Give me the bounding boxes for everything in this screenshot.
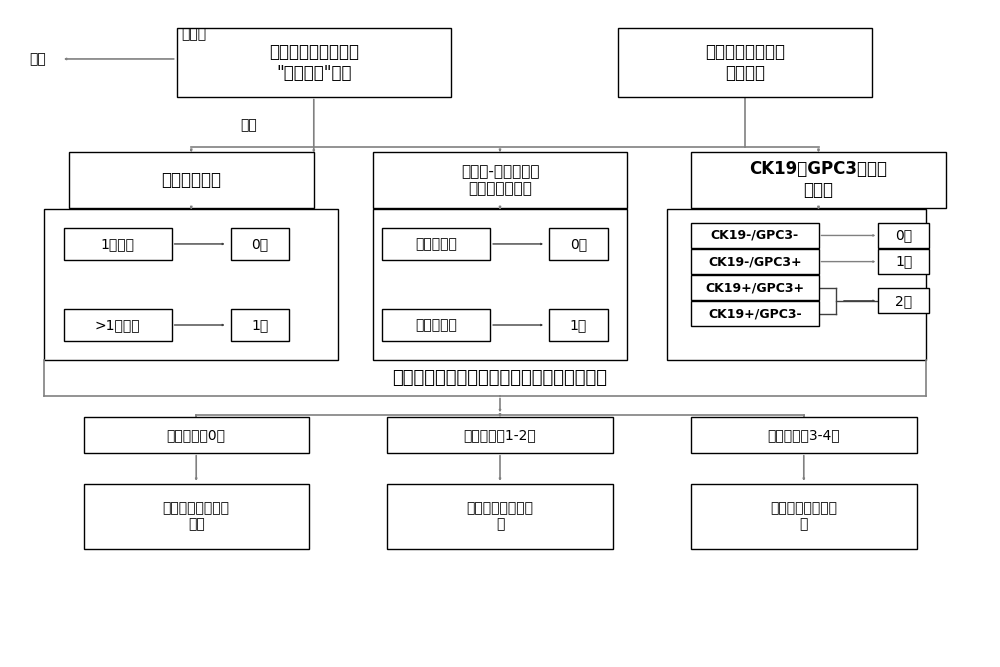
FancyBboxPatch shape [549,309,608,341]
Text: 无脉管瘤栓: 无脉管瘤栓 [415,237,457,251]
Text: 手术切除后一般预
后: 手术切除后一般预 后 [466,502,534,532]
FancyBboxPatch shape [373,209,627,360]
FancyBboxPatch shape [691,223,818,248]
FancyBboxPatch shape [618,28,872,97]
Text: 1分: 1分 [570,318,587,332]
FancyBboxPatch shape [667,209,926,360]
FancyBboxPatch shape [691,152,946,207]
Text: 手术切除后良好预
后组: 手术切除后良好预 后组 [163,502,230,532]
Text: 肿瘤数目分类: 肿瘤数目分类 [161,171,221,189]
Text: 肝脏穿刺活检获得
肿瘤标本: 肝脏穿刺活检获得 肿瘤标本 [705,43,785,81]
Text: 不符合: 不符合 [182,27,207,41]
FancyBboxPatch shape [64,228,172,259]
Text: 0分: 0分 [251,237,268,251]
Text: 累积积分：0分: 累积积分：0分 [167,428,226,442]
Text: CK19-/GPC3+: CK19-/GPC3+ [708,255,802,268]
FancyBboxPatch shape [69,152,314,207]
FancyBboxPatch shape [382,228,490,259]
Text: 1个肿瘤: 1个肿瘤 [101,237,135,251]
Text: 手术切除后差预后
组: 手术切除后差预后 组 [770,502,837,532]
FancyBboxPatch shape [691,275,818,300]
FancyBboxPatch shape [691,249,818,274]
FancyBboxPatch shape [177,28,451,97]
FancyBboxPatch shape [878,288,929,313]
Text: 排除: 排除 [29,52,46,66]
FancyBboxPatch shape [878,223,929,248]
FancyBboxPatch shape [230,309,289,341]
Text: 累积积分：3-4分: 累积积分：3-4分 [767,428,840,442]
FancyBboxPatch shape [549,228,608,259]
FancyBboxPatch shape [691,417,916,453]
FancyBboxPatch shape [382,309,490,341]
Text: 1分: 1分 [251,318,269,332]
FancyBboxPatch shape [64,309,172,341]
Text: CK19-/GPC3-: CK19-/GPC3- [711,229,799,242]
Text: 符合: 符合 [240,119,257,133]
Text: 0分: 0分 [895,229,912,242]
Text: 累积积分：1-2分: 累积积分：1-2分 [464,428,536,442]
FancyBboxPatch shape [373,152,627,207]
Text: CK19+/GPC3-: CK19+/GPC3- [708,307,802,320]
FancyBboxPatch shape [44,209,338,360]
FancyBboxPatch shape [84,484,309,549]
FancyBboxPatch shape [878,249,929,274]
FancyBboxPatch shape [387,417,613,453]
FancyBboxPatch shape [691,301,818,326]
FancyBboxPatch shape [84,417,309,453]
Text: 2分: 2分 [895,294,912,307]
Text: 1分: 1分 [895,255,912,269]
Text: 三项中各自项目得分相加得到个体的累积积分: 三项中各自项目得分相加得到个体的累积积分 [392,369,608,387]
Text: 根据影像学资料进行
"米兰标准"评估: 根据影像学资料进行 "米兰标准"评估 [269,43,359,81]
Text: 有脉管瘤栓: 有脉管瘤栓 [415,318,457,332]
FancyBboxPatch shape [387,484,613,549]
Text: CK19和GPC3免疫组
化染色: CK19和GPC3免疫组 化染色 [750,161,888,199]
FancyBboxPatch shape [691,484,916,549]
Text: 苏木素-伊红染色，
组织病理学分级: 苏木素-伊红染色， 组织病理学分级 [461,163,539,196]
Text: >1个肿瘤: >1个肿瘤 [95,318,141,332]
Text: 0分: 0分 [570,237,587,251]
FancyBboxPatch shape [230,228,289,259]
Text: CK19+/GPC3+: CK19+/GPC3+ [705,281,804,294]
